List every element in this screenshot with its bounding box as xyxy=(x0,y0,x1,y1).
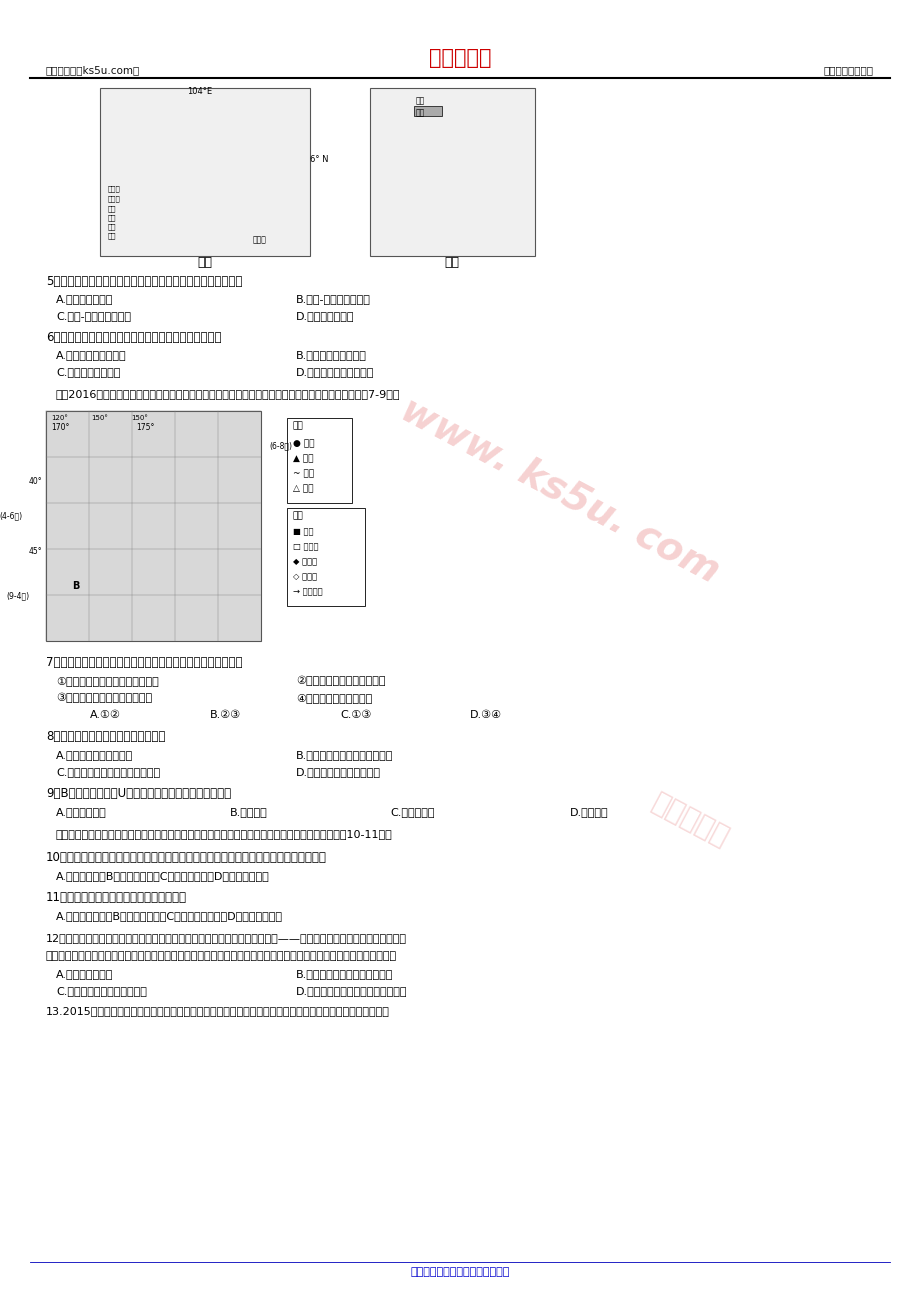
Text: 图乙: 图乙 xyxy=(444,255,459,268)
Text: A.文化是人创造的: A.文化是人创造的 xyxy=(56,969,113,979)
Text: 锡矿: 锡矿 xyxy=(108,232,117,238)
Text: 9．B岛西南部海岸多U型峡湾，其形成的地质作用主要是: 9．B岛西南部海岸多U型峡湾，其形成的地质作用主要是 xyxy=(46,786,231,799)
Text: 马六甲: 马六甲 xyxy=(253,236,267,245)
Text: □ 繁殖地: □ 繁殖地 xyxy=(292,542,318,551)
Text: 175°: 175° xyxy=(136,423,154,432)
Text: 国界: 国界 xyxy=(108,214,117,220)
Text: ③新西兰环境优美、奶源质量好: ③新西兰环境优美、奶源质量好 xyxy=(56,693,152,703)
Text: 7．近年来，国内制奶企业大量从新西兰进口奶源的主要原因是: 7．近年来，国内制奶企业大量从新西兰进口奶源的主要原因是 xyxy=(46,656,243,669)
Text: A.①②: A.①② xyxy=(90,710,121,720)
Text: C.东北-西南走向、河流: C.东北-西南走向、河流 xyxy=(56,311,130,322)
Text: 进入2016年以来，国内奶源价格持续走低，而从新西兰等地大包装进口的奶源数量不减反增。读图回答7-9题。: 进入2016年以来，国内奶源价格持续走低，而从新西兰等地大包装进口的奶源数量不减… xyxy=(56,389,400,398)
Text: (6-8月): (6-8月) xyxy=(269,441,292,450)
Text: 40°: 40° xyxy=(28,477,42,486)
Text: 吉兰丹: 吉兰丹 xyxy=(108,185,120,191)
Text: D.冬暖温差较大，结冰期长: D.冬暖温差较大，结冰期长 xyxy=(296,767,380,777)
Text: A.昼短夜长速度慢B．平均气温较高C．太阳辐射射更强D．平均风速更大: A.昼短夜长速度慢B．平均气温较高C．太阳辐射射更强D．平均风速更大 xyxy=(56,911,283,921)
Text: 150°: 150° xyxy=(91,415,108,421)
Text: ◇ 越冬地: ◇ 越冬地 xyxy=(292,572,317,581)
Text: A.南北走向、风力: A.南北走向、风力 xyxy=(56,294,113,303)
Text: 5．关于图中中央山脉走向及锡矿堆积的主要外力判断正确的是: 5．关于图中中央山脉走向及锡矿堆积的主要外力判断正确的是 xyxy=(46,275,242,288)
Text: 图甲: 图甲 xyxy=(198,255,212,268)
Text: ②新西兰劳动力、土地价格低: ②新西兰劳动力、土地价格低 xyxy=(296,676,385,686)
Text: D.人创造了文化，文化也在塑造着人: D.人创造了文化，文化也在塑造着人 xyxy=(296,986,407,996)
Text: B.岛屿地势东南较缓，西北坡陡: B.岛屿地势东南较缓，西北坡陡 xyxy=(296,750,393,760)
Text: A.滩涂湿地缩减B　全球气候变暖C．人口拥挤增多D．空气质量下降: A.滩涂湿地缩减B 全球气候变暖C．人口拥挤增多D．空气质量下降 xyxy=(56,871,269,881)
Text: ● 城市: ● 城市 xyxy=(292,439,314,448)
Text: C.多红壤、土壤贫瘠: C.多红壤、土壤贫瘠 xyxy=(56,367,120,378)
Text: A.海浪侵蚀下沉: A.海浪侵蚀下沉 xyxy=(56,807,107,816)
Text: 巴生港: 巴生港 xyxy=(108,195,120,202)
Text: 104°E: 104°E xyxy=(187,87,212,96)
Text: D.③④: D.③④ xyxy=(470,710,502,720)
Text: 高考资源网版权所有，侵权必究！: 高考资源网版权所有，侵权必究！ xyxy=(410,1267,509,1277)
Text: 6° N: 6° N xyxy=(310,155,328,164)
Bar xyxy=(46,411,261,641)
Text: 您身边的高考专家: 您身边的高考专家 xyxy=(823,65,873,76)
Bar xyxy=(287,508,365,605)
Text: B.多山地，地势起伏大: B.多山地，地势起伏大 xyxy=(296,350,367,359)
Text: (9-4月): (9-4月) xyxy=(6,591,29,600)
Text: ①国内生产供不应求，需大量进口: ①国内生产供不应求，需大量进口 xyxy=(56,676,159,686)
Text: 120°: 120° xyxy=(51,415,68,421)
Text: C.文化对人的影响是不确定的: C.文化对人的影响是不确定的 xyxy=(56,986,147,996)
Text: 高考资源网（ks5u.com）: 高考资源网（ks5u.com） xyxy=(46,65,140,76)
Text: A.植被以常绿阔叶林为主: A.植被以常绿阔叶林为主 xyxy=(56,750,133,760)
Text: B.文化对人的影响是深远持久的: B.文化对人的影响是深远持久的 xyxy=(296,969,393,979)
Text: B.海浪侵蚀: B.海浪侵蚀 xyxy=(230,807,267,816)
Text: → 迁候路线: → 迁候路线 xyxy=(292,587,323,596)
Text: △ 山峰: △ 山峰 xyxy=(292,484,313,493)
Text: 图例: 图例 xyxy=(415,96,425,105)
Text: D.河流少，灌溉水源不足: D.河流少，灌溉水源不足 xyxy=(296,367,374,378)
Text: 13.2015年倡导全民阅读第二次被写入政府工作报告。推进全民阅读，需要创造条件开展各种形式的读书活动，: 13.2015年倡导全民阅读第二次被写入政府工作报告。推进全民阅读，需要创造条件… xyxy=(46,1006,390,1016)
Text: C.①③: C.①③ xyxy=(340,710,371,720)
Text: D.东西走向、风力: D.东西走向、风力 xyxy=(296,311,354,322)
Text: 8．关于新西兰自然特征描述正确的是: 8．关于新西兰自然特征描述正确的是 xyxy=(46,730,165,743)
Text: ~ 河流: ~ 河流 xyxy=(292,469,313,478)
Text: 高考资源网: 高考资源网 xyxy=(646,788,732,852)
Text: 高考资源网: 高考资源网 xyxy=(428,48,491,68)
Text: 6．中国海南岛橡胶种植区与之相比最不利的自然条件是: 6．中国海南岛橡胶种植区与之相比最不利的自然条件是 xyxy=(46,331,221,344)
Text: 11．红腹滨鹬越冬期间，与丙地相比，甲地: 11．红腹滨鹬越冬期间，与丙地相比，甲地 xyxy=(46,891,187,904)
Text: ▲ 港口: ▲ 港口 xyxy=(292,454,313,464)
Bar xyxy=(100,89,310,256)
Text: B.②③: B.②③ xyxy=(210,710,241,720)
Text: A.台风多发、热量不足: A.台风多发、热量不足 xyxy=(56,350,127,359)
Text: (4-6月): (4-6月) xyxy=(0,512,23,521)
Text: 红腹滨鹬有迁徙习性，常在夏季繁殖，沿海滩涂及河口觅食。下图示意红腹滨鹬迁徙路径，读图完成10-11题。: 红腹滨鹬有迁徙习性，常在夏季繁殖，沿海滩涂及河口觅食。下图示意红腹滨鹬迁徙路径，… xyxy=(56,829,392,838)
Text: 年轻白领中迅速走红。有人喜欢聪明机智、临危不乱的喜羊羊；有人喜欢灰太狼，说要学灰太狼屡败屡战的精神。这说明: 年轻白领中迅速走红。有人喜欢聪明机智、临危不乱的喜羊羊；有人喜欢灰太狼，说要学灰… xyxy=(46,950,397,961)
Text: ■ 海洋: ■ 海洋 xyxy=(292,527,313,536)
Text: 图例: 图例 xyxy=(292,421,303,430)
Bar xyxy=(414,105,441,116)
Text: 河流: 河流 xyxy=(108,223,117,229)
Text: 170°: 170° xyxy=(51,423,69,432)
Text: ◆ 停歇地: ◆ 停歇地 xyxy=(292,557,317,566)
Text: www. ks5u. com: www. ks5u. com xyxy=(393,389,725,590)
Bar xyxy=(369,89,535,256)
Bar xyxy=(287,418,352,503)
Text: C.位于板块生长边界，多火山分布: C.位于板块生长边界，多火山分布 xyxy=(56,767,160,777)
Text: 图例: 图例 xyxy=(292,510,303,519)
Text: 12．一只永远在叫嚣要吃羊却总也吃不到的狼，一群永远用智慧战胜威胁的羊——动画片《喜羊羊与灰太狼》在孩子和: 12．一只永远在叫嚣要吃羊却总也吃不到的狼，一群永远用智慧战胜威胁的羊——动画片… xyxy=(46,934,406,943)
Text: 150°: 150° xyxy=(130,415,148,421)
Text: B.西北-东南走向、河流: B.西北-东南走向、河流 xyxy=(296,294,370,303)
Text: C.古冰川侵蚀: C.古冰川侵蚀 xyxy=(390,807,434,816)
Text: 10．近几年来，经停乙地的红腹滨鹬数量锐减，且分布区域趋于集中，推测其原因主要是: 10．近几年来，经停乙地的红腹滨鹬数量锐减，且分布区域趋于集中，推测其原因主要是 xyxy=(46,852,326,865)
Text: D.河流冲积: D.河流冲积 xyxy=(570,807,608,816)
Text: ④大包装进口，成本较低: ④大包装进口，成本较低 xyxy=(296,693,372,703)
Text: 45°: 45° xyxy=(28,547,42,556)
Text: 铁路: 铁路 xyxy=(108,204,117,212)
Text: B: B xyxy=(73,581,80,591)
Text: 橡胶: 橡胶 xyxy=(415,108,425,117)
